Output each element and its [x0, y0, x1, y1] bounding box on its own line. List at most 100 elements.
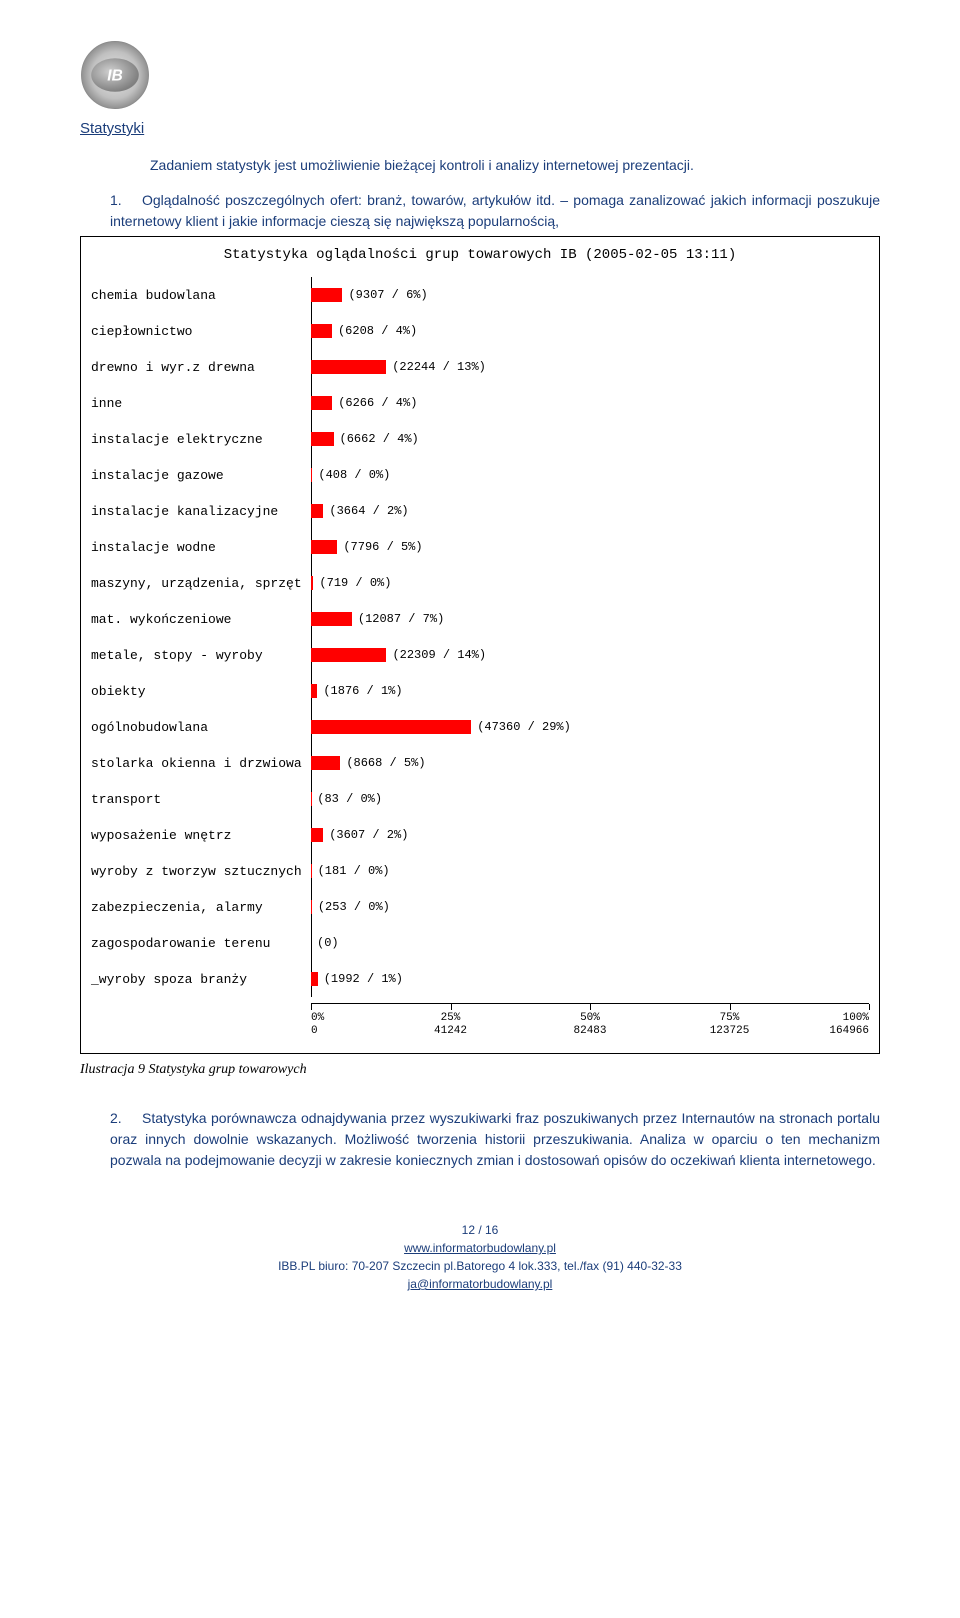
bar — [311, 972, 318, 986]
list-item-2: 2.Statystyka porównawcza odnajdywania pr… — [110, 1108, 880, 1171]
bar — [311, 360, 386, 374]
bar — [311, 540, 337, 554]
bar-zone: (22244 / 13%) — [311, 349, 869, 385]
category-label: wyposażenie wnętrz — [91, 828, 311, 843]
bar-zone: (1992 / 1%) — [311, 961, 869, 997]
chart-title: Statystyka oglądalności grup towarowych … — [91, 247, 869, 263]
chart-row: instalacje kanalizacyjne (3664 / 2%) — [91, 493, 869, 529]
bar-zone: (408 / 0%) — [311, 457, 869, 493]
x-axis: 0%025%4124250%8248375%123725100%164966 — [91, 1003, 869, 1043]
value-label: (83 / 0%) — [317, 792, 382, 806]
chart-row: _wyroby spoza branży (1992 / 1%) — [91, 961, 869, 997]
bar-zone: (3607 / 2%) — [311, 817, 869, 853]
bar-zone: (181 / 0%) — [311, 853, 869, 889]
chart-row: ciepłownictwo(6208 / 4%) — [91, 313, 869, 349]
category-label: obiekty — [91, 684, 311, 699]
x-tick — [730, 1004, 731, 1010]
bar-zone: (9307 / 6%) — [311, 277, 869, 313]
list-item-1-text: Oglądalność poszczególnych ofert: branż,… — [110, 192, 880, 229]
value-label: (9307 / 6%) — [348, 288, 427, 302]
list-item-1-num: 1. — [110, 190, 142, 211]
x-tick-label: 0%0 — [311, 1012, 324, 1038]
category-label: instalacje elektryczne — [91, 432, 311, 447]
bar — [311, 468, 312, 482]
bar — [311, 324, 332, 338]
chart-row: instalacje wodne (7796 / 5%) — [91, 529, 869, 565]
svg-text:IB: IB — [107, 68, 122, 85]
chart-row: transport(83 / 0%) — [91, 781, 869, 817]
category-label: drewno i wyr.z drewna — [91, 360, 311, 375]
footer-url[interactable]: www.informatorbudowlany.pl — [404, 1241, 556, 1255]
category-label: ogólnobudowlana — [91, 720, 311, 735]
chart-row: instalacje gazowe (408 / 0%) — [91, 457, 869, 493]
page-container: IB Statystyki Zadaniem statystyk jest um… — [0, 0, 960, 1333]
x-tick — [869, 1004, 870, 1010]
chart-row: ogólnobudowlana(47360 / 29%) — [91, 709, 869, 745]
value-label: (253 / 0%) — [318, 900, 390, 914]
chart-row: wyroby z tworzyw sztucznych(181 / 0%) — [91, 853, 869, 889]
category-label: zagospodarowanie terenu — [91, 936, 311, 951]
value-label: (3664 / 2%) — [329, 504, 408, 518]
bar-zone: (83 / 0%) — [311, 781, 869, 817]
category-label: instalacje gazowe — [91, 468, 311, 483]
bar-zone: (12087 / 7%) — [311, 601, 869, 637]
figure-caption: Ilustracja 9 Statystyka grup towarowych — [80, 1062, 880, 1078]
value-label: (3607 / 2%) — [329, 828, 408, 842]
footer-page: 12 / 16 — [80, 1221, 880, 1239]
value-label: (6266 / 4%) — [338, 396, 417, 410]
bar-zone: (47360 / 29%) — [311, 709, 869, 745]
value-label: (0) — [317, 936, 339, 950]
category-label: inne — [91, 396, 311, 411]
category-label: mat. wykończeniowe — [91, 612, 311, 627]
bar — [311, 576, 313, 590]
category-label: zabezpieczenia, alarmy — [91, 900, 311, 915]
bar — [311, 864, 312, 878]
chart-row: obiekty(1876 / 1%) — [91, 673, 869, 709]
value-label: (6208 / 4%) — [338, 324, 417, 338]
bar-zone: (253 / 0%) — [311, 889, 869, 925]
bar-zone: (6266 / 4%) — [311, 385, 869, 421]
bar — [311, 756, 340, 770]
x-tick-label: 75%123725 — [710, 1012, 750, 1038]
category-label: maszyny, urządzenia, sprzęt — [91, 576, 311, 591]
category-label: metale, stopy - wyroby — [91, 648, 311, 663]
category-label: stolarka okienna i drzwiowa — [91, 756, 311, 771]
bar — [311, 900, 312, 914]
value-label: (181 / 0%) — [318, 864, 390, 878]
category-label: instalacje kanalizacyjne — [91, 504, 311, 519]
footer-addr: IBB.PL biuro: 70-207 Szczecin pl.Batoreg… — [80, 1257, 880, 1275]
value-label: (22309 / 14%) — [392, 648, 486, 662]
bar-zone: (3664 / 2%) — [311, 493, 869, 529]
value-label: (6662 / 4%) — [340, 432, 419, 446]
bar-zone: (6662 / 4%) — [311, 421, 869, 457]
list-item-1: 1.Oglądalność poszczególnych ofert: bran… — [110, 190, 880, 232]
value-label: (8668 / 5%) — [346, 756, 425, 770]
bar — [311, 432, 334, 446]
bar — [311, 396, 332, 410]
value-label: (7796 / 5%) — [343, 540, 422, 554]
bar — [311, 684, 317, 698]
value-label: (408 / 0%) — [318, 468, 390, 482]
x-tick-label: 25%41242 — [434, 1012, 467, 1038]
page-footer: 12 / 16 www.informatorbudowlany.pl IBB.P… — [80, 1221, 880, 1293]
bar — [311, 504, 323, 518]
value-label: (1992 / 1%) — [324, 972, 403, 986]
section-heading: Statystyki — [80, 120, 880, 137]
chart-area: chemia budowlana(9307 / 6%)ciepłownictwo… — [91, 277, 869, 997]
bar — [311, 828, 323, 842]
list-item-2-num: 2. — [110, 1108, 142, 1129]
chart-row: metale, stopy - wyroby (22309 / 14%) — [91, 637, 869, 673]
chart-row: drewno i wyr.z drewna(22244 / 13%) — [91, 349, 869, 385]
intro-paragraph: Zadaniem statystyk jest umożliwienie bie… — [150, 155, 880, 176]
bar — [311, 720, 471, 734]
category-label: _wyroby spoza branży — [91, 972, 311, 987]
chart-row: chemia budowlana(9307 / 6%) — [91, 277, 869, 313]
chart-row: stolarka okienna i drzwiowa (8668 / 5%) — [91, 745, 869, 781]
x-tick-label: 50%82483 — [573, 1012, 606, 1038]
logo: IB — [80, 40, 150, 110]
footer-email[interactable]: ja@informatorbudowlany.pl — [408, 1277, 553, 1291]
chart-row: zabezpieczenia, alarmy (253 / 0%) — [91, 889, 869, 925]
chart-row: maszyny, urządzenia, sprzęt(719 / 0%) — [91, 565, 869, 601]
bar-zone: (0) — [311, 925, 869, 961]
category-label: instalacje wodne — [91, 540, 311, 555]
